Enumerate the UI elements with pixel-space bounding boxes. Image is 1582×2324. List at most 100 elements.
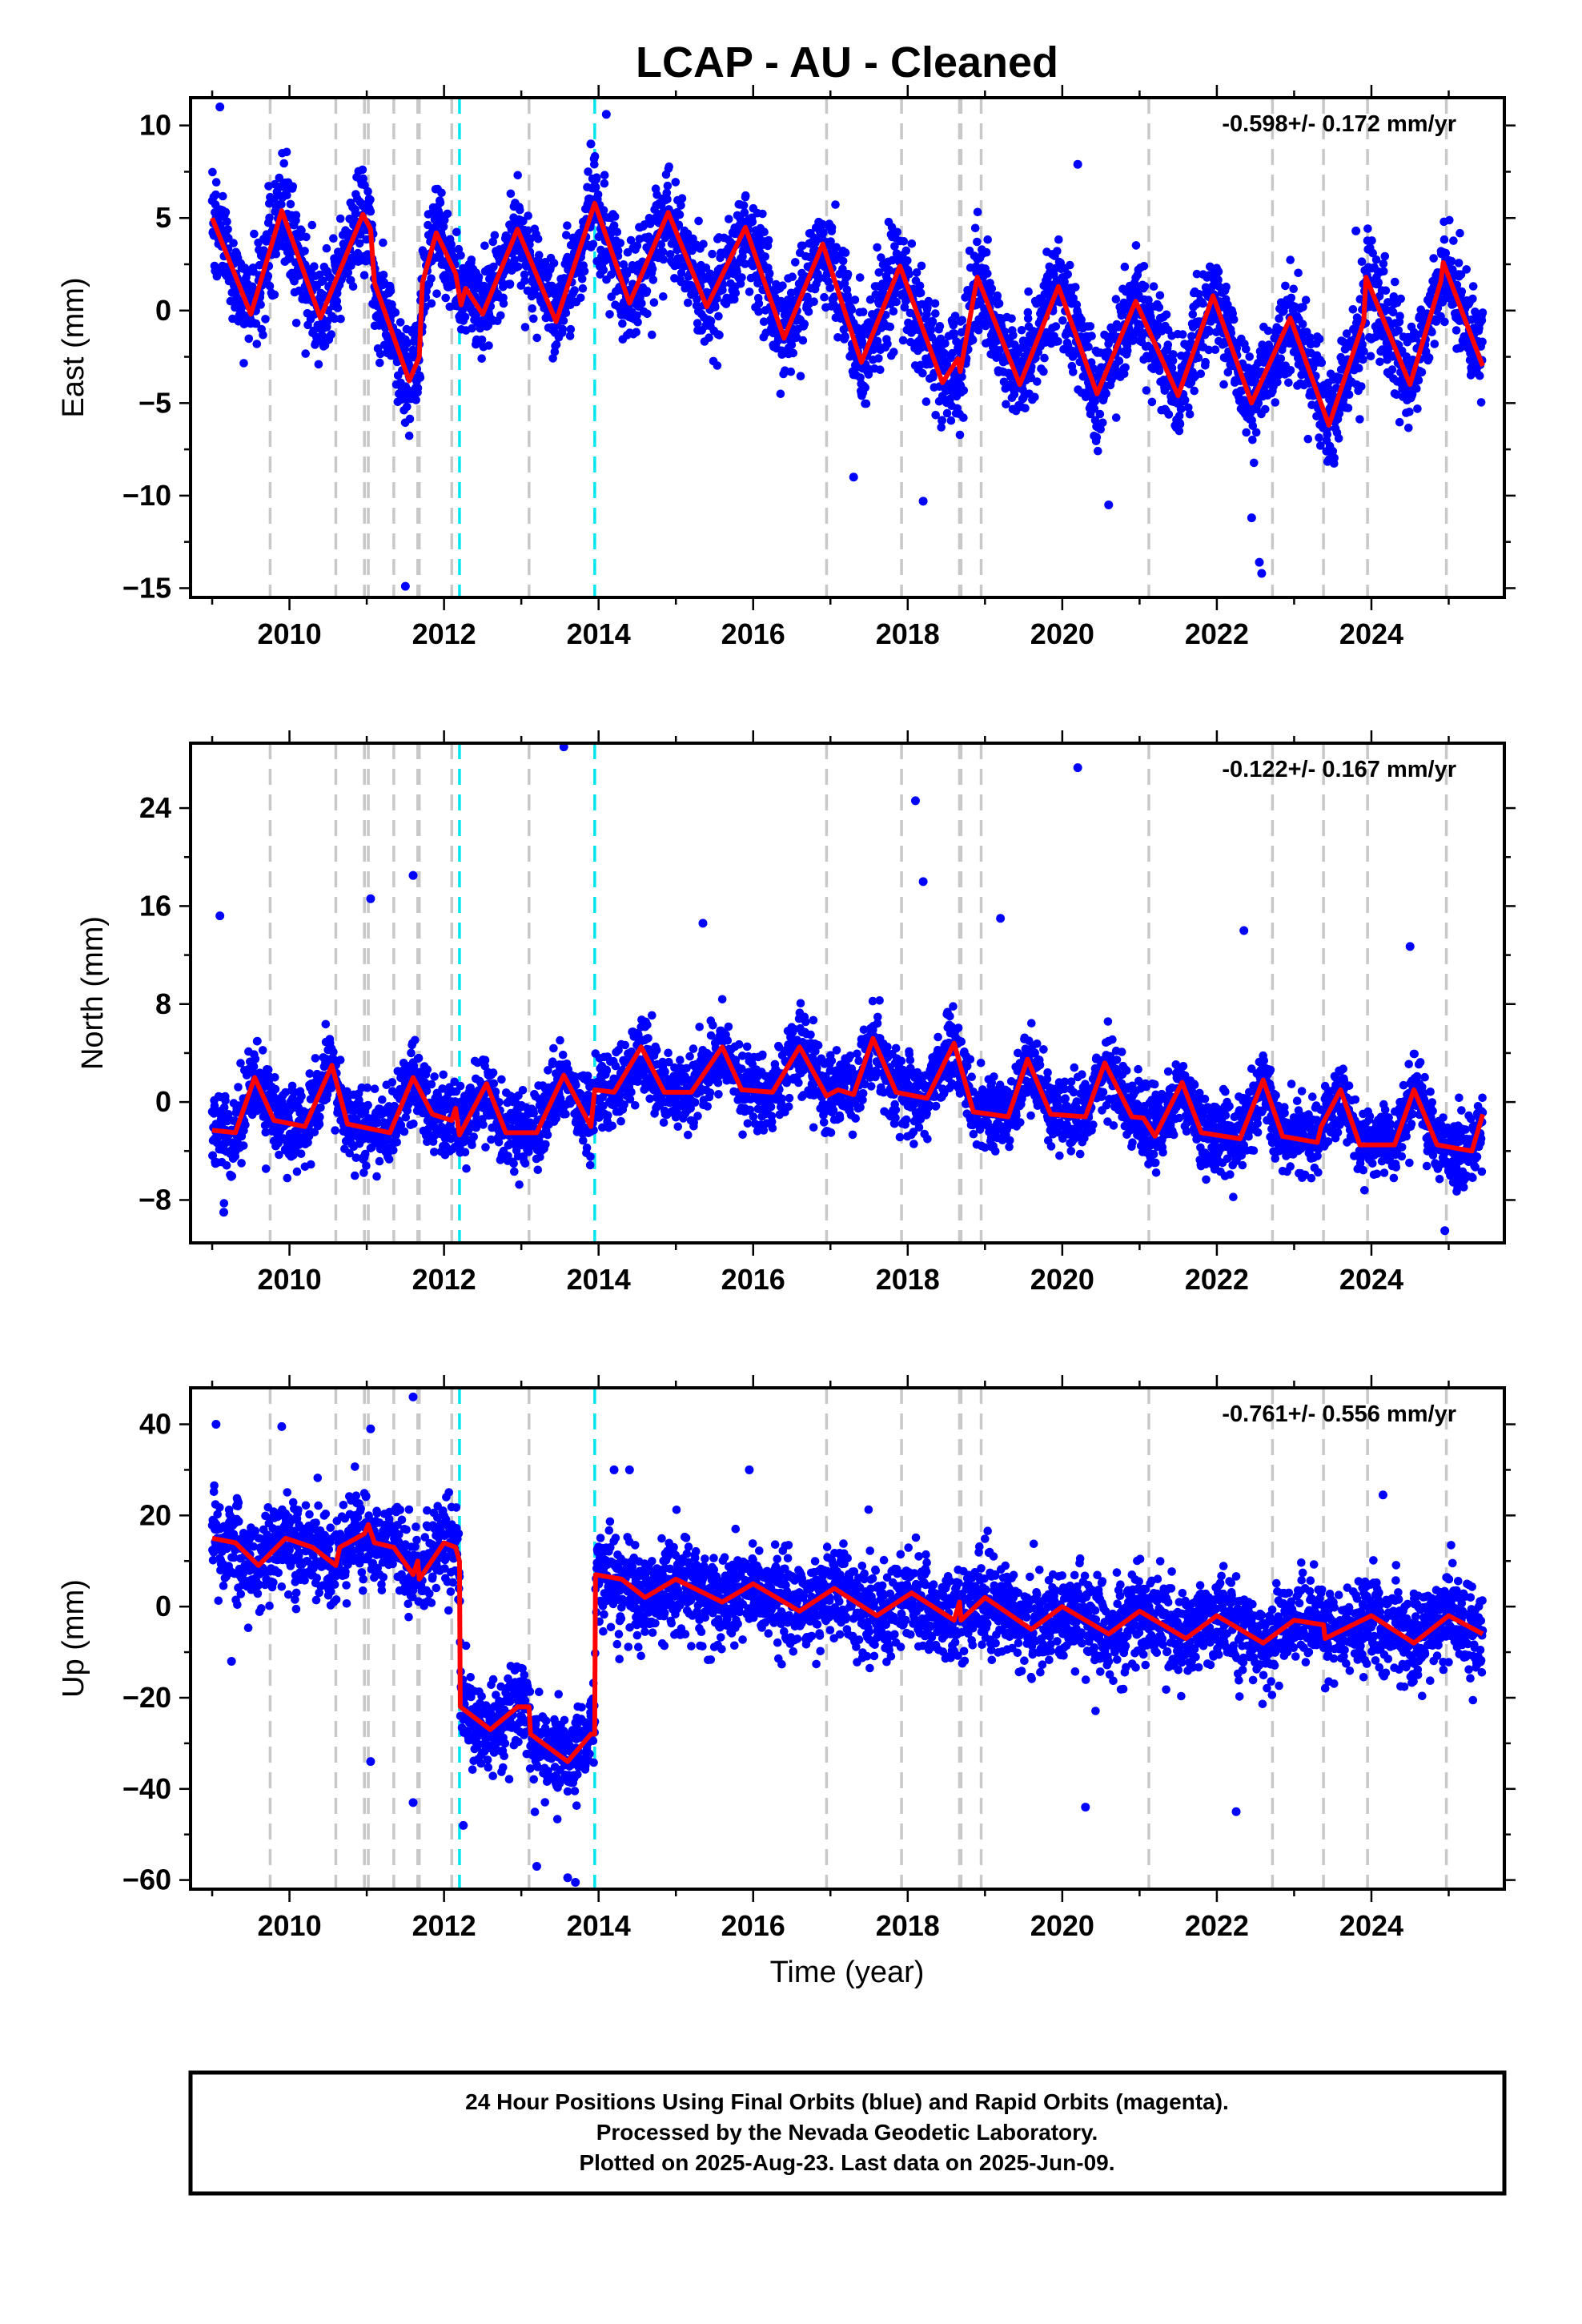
observation-point <box>1140 282 1150 291</box>
observation-point <box>516 205 524 215</box>
observation-point <box>839 325 849 334</box>
observation-point <box>391 308 400 317</box>
observation-point <box>1391 277 1399 287</box>
observation-point <box>693 295 701 304</box>
observation-point <box>1149 282 1158 292</box>
observation-point <box>1367 236 1376 245</box>
observation-point <box>1033 377 1042 386</box>
observation-point <box>219 1103 229 1112</box>
observation-point <box>296 1149 306 1158</box>
observation-point <box>1478 308 1488 317</box>
observation-point <box>307 1160 315 1169</box>
observation-point <box>443 209 452 219</box>
observation-point <box>407 1048 416 1058</box>
observation-point <box>1447 256 1456 266</box>
observation-point <box>1271 398 1280 407</box>
observation-point <box>332 296 342 306</box>
observation-point <box>714 312 723 321</box>
observation-point <box>577 275 587 283</box>
observation-point <box>741 191 750 200</box>
observation-point <box>1396 294 1405 304</box>
observation-point <box>949 320 958 330</box>
observation-point <box>363 1084 372 1092</box>
y-tick-label: −15 <box>122 571 171 604</box>
observation-point <box>1287 293 1296 303</box>
observation-point <box>261 1128 271 1137</box>
observation-point <box>612 227 622 237</box>
observation-point <box>532 333 541 343</box>
observation-point <box>1211 345 1220 355</box>
observation-point <box>285 253 295 263</box>
observation-point <box>329 234 338 243</box>
observation-point <box>315 270 324 279</box>
observation-point <box>776 389 785 399</box>
observation-point <box>778 281 787 291</box>
observation-point <box>211 190 220 199</box>
observation-point <box>1476 398 1486 407</box>
observation-point <box>505 279 515 288</box>
observation-point <box>372 1172 381 1181</box>
observation-point <box>847 305 857 315</box>
y-tick-label: 10 <box>139 109 171 142</box>
observation-point <box>889 307 898 316</box>
observation-point <box>432 289 441 299</box>
observation-point <box>618 319 627 328</box>
observation-point <box>295 286 303 296</box>
observation-point <box>265 213 274 223</box>
observation-point <box>824 277 833 286</box>
observation-point <box>1123 346 1132 356</box>
observation-point <box>1441 248 1451 258</box>
observation-point <box>1391 390 1401 400</box>
observation-point <box>1404 424 1413 432</box>
observation-point <box>675 210 685 219</box>
observation-point <box>786 367 796 376</box>
observation-point <box>1040 353 1049 363</box>
observation-point <box>219 191 227 201</box>
observation-point <box>918 368 927 378</box>
observation-point <box>474 272 484 282</box>
observation-point <box>616 239 625 247</box>
observation-point <box>759 317 769 327</box>
observation-point <box>427 274 436 283</box>
observation-point <box>659 292 668 301</box>
observation-point <box>1281 281 1290 291</box>
observation-point <box>301 349 311 358</box>
observation-point <box>648 264 657 274</box>
observation-point <box>796 372 805 381</box>
observation-point <box>632 311 641 320</box>
observation-point <box>562 231 571 239</box>
observation-point <box>1063 270 1072 279</box>
observation-point <box>885 266 894 275</box>
x-tick-label: 2012 <box>412 617 476 650</box>
y-tick-label: −5 <box>139 386 171 419</box>
outlier-point <box>215 103 225 112</box>
observation-point <box>291 319 301 328</box>
observation-point <box>439 222 448 231</box>
observation-point <box>561 308 571 318</box>
observation-point <box>819 228 828 238</box>
observation-point <box>973 207 982 217</box>
observation-point <box>1298 320 1307 329</box>
observation-point <box>898 336 908 345</box>
observation-point <box>1077 316 1086 324</box>
observation-point <box>335 1055 345 1064</box>
observation-point <box>915 281 925 291</box>
observation-point <box>1167 364 1177 372</box>
observation-point <box>1174 411 1184 420</box>
observation-point <box>1301 296 1311 305</box>
observation-point <box>283 1173 292 1183</box>
observation-point <box>1090 404 1099 413</box>
observation-point <box>575 228 584 238</box>
observation-point <box>645 219 655 229</box>
observation-point <box>1051 322 1061 331</box>
observation-point <box>610 212 620 221</box>
observation-point <box>843 269 853 279</box>
observation-point <box>912 268 921 277</box>
observation-point <box>430 1072 439 1081</box>
observation-point <box>677 268 686 278</box>
observation-point <box>1214 267 1223 276</box>
observation-point <box>363 1100 372 1110</box>
observation-point <box>450 1077 459 1087</box>
observation-point <box>1180 396 1190 404</box>
observation-point <box>552 340 561 349</box>
